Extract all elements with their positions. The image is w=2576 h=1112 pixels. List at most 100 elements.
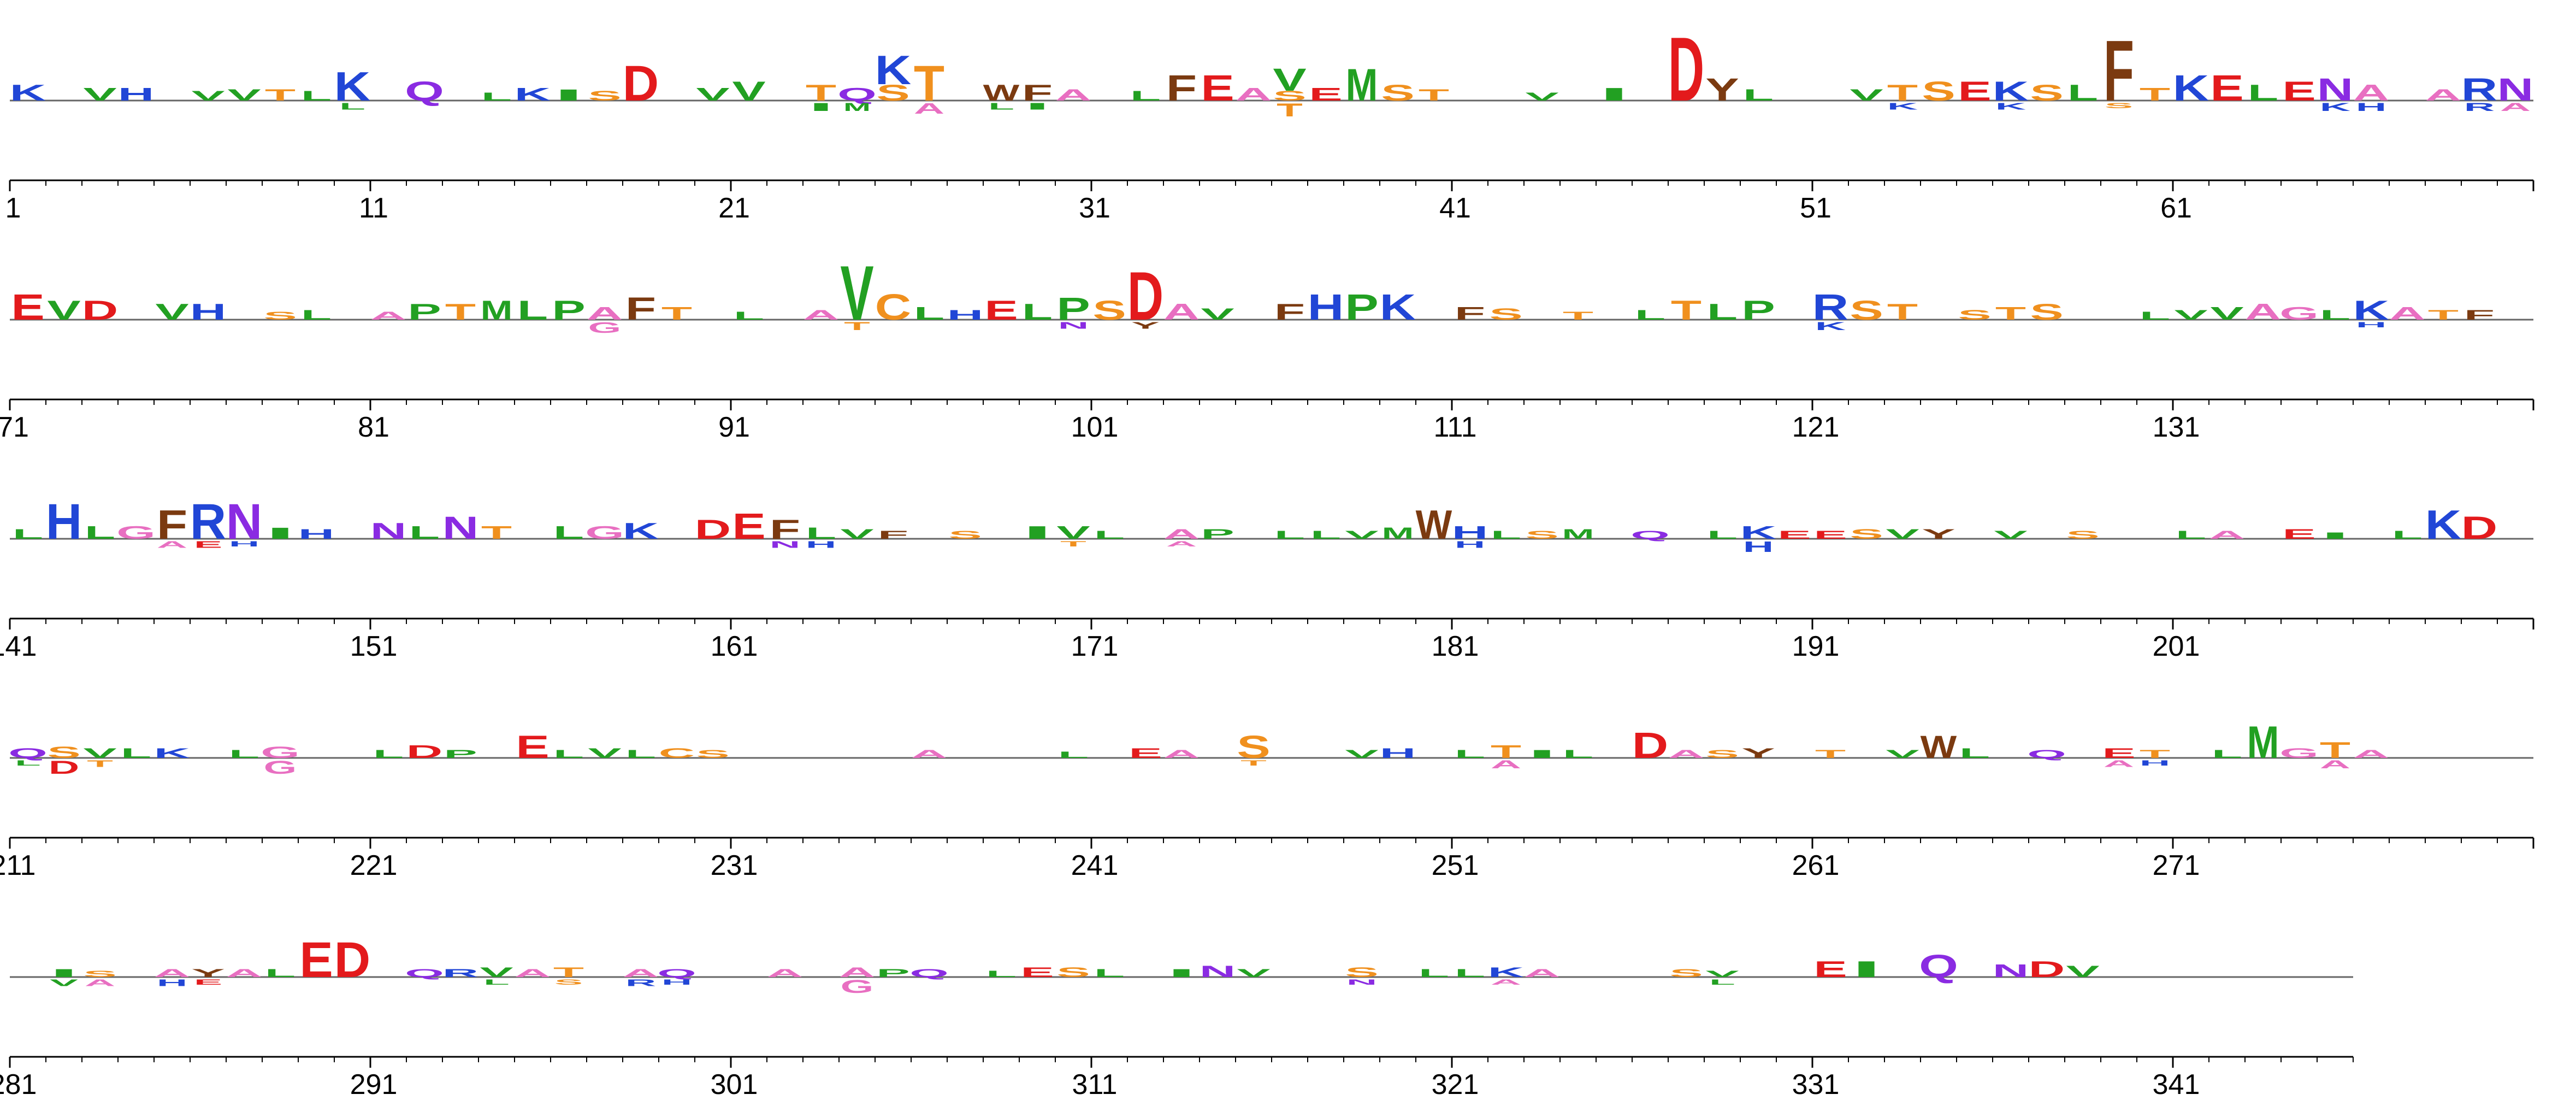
- residue-P: P: [444, 748, 477, 761]
- residue-letter: V: [50, 978, 78, 988]
- residue-A: A: [515, 967, 551, 980]
- residue-V: V: [83, 84, 116, 105]
- residue-letter: P: [876, 967, 909, 980]
- residue-V: V: [2066, 963, 2100, 980]
- residue-letter: G: [588, 319, 622, 336]
- residue-S: S: [2030, 299, 2063, 325]
- residue-D: D: [623, 56, 659, 111]
- residue-M: M: [1346, 60, 1378, 111]
- residue-letter: N: [370, 519, 406, 544]
- residue-I: I: [808, 101, 834, 113]
- residue-N: N: [2317, 72, 2353, 108]
- residue-letter: S: [696, 748, 729, 761]
- residue-I: I: [49, 967, 79, 979]
- residue-A: A: [839, 965, 875, 980]
- residue-I: I: [1527, 748, 1557, 760]
- residue-R: R: [2464, 101, 2495, 113]
- residue-H: H: [118, 84, 154, 105]
- residue-letter: E: [1777, 529, 1811, 542]
- tick-label: 271: [2153, 850, 2200, 881]
- residue-D: D: [1668, 18, 1704, 120]
- residue-letter: D: [1668, 18, 1704, 120]
- residue-I: I: [265, 525, 296, 543]
- residue-K: K: [1380, 287, 1416, 328]
- residue-A: A: [157, 539, 187, 550]
- residue-S: S: [2105, 101, 2133, 110]
- residue-D: D: [49, 756, 79, 778]
- residue-A: A: [226, 967, 262, 980]
- residue-R: R: [1812, 287, 1848, 328]
- tick-label: 131: [2153, 411, 2200, 443]
- residue-V: V: [1056, 522, 1090, 543]
- residue-K: K: [1815, 320, 1846, 332]
- residue-K: K: [1993, 76, 2029, 107]
- residue-S: S: [263, 310, 297, 322]
- residue-letter: L: [2067, 80, 2098, 106]
- residue-letter: I: [808, 101, 834, 113]
- residue-letter: K: [2425, 502, 2461, 548]
- residue-letter: V: [480, 965, 513, 980]
- residue-H: H: [1743, 538, 1774, 555]
- residue-L: L: [229, 748, 259, 761]
- residue-letter: Q: [2027, 748, 2066, 761]
- residue-H: H: [1452, 522, 1488, 543]
- residue-T: T: [1995, 303, 2026, 324]
- residue-H: H: [661, 978, 692, 986]
- residue-W: W: [983, 80, 1020, 105]
- residue-letter: K: [1740, 522, 1776, 543]
- residue-letter: H: [1380, 746, 1416, 761]
- residue-Q: Q: [1630, 529, 1670, 542]
- residue-L: L: [265, 967, 296, 980]
- residue-letter: Q: [405, 967, 444, 980]
- residue-letter: V: [155, 299, 189, 325]
- logo-row-4: 211221231241251261271QLSDVTLKLGGLDPELVLC…: [0, 717, 2534, 881]
- residue-letter: F: [157, 502, 187, 548]
- residue-T: T: [914, 56, 944, 111]
- tick-label: 301: [711, 1069, 758, 1101]
- residue-letter: L: [301, 308, 332, 323]
- residue-I: I: [1024, 101, 1050, 111]
- residue-H: H: [2356, 320, 2386, 329]
- residue-letter: H: [947, 308, 983, 323]
- residue-letter: L: [339, 101, 365, 111]
- residue-letter: K: [1488, 965, 1525, 980]
- residue-letter: L: [481, 91, 512, 103]
- residue-letter: S: [2030, 299, 2063, 325]
- residue-letter: L: [1491, 529, 1521, 542]
- residue-P: P: [407, 299, 441, 325]
- residue-Q: Q: [657, 967, 696, 980]
- residue-letter: S: [1056, 965, 1090, 980]
- residue-letter: N: [2497, 72, 2533, 108]
- residue-V: V: [1886, 527, 1919, 542]
- residue-letter: L: [265, 967, 296, 980]
- residue-letter: L: [1455, 748, 1485, 761]
- residue-letter: M: [1382, 525, 1414, 542]
- residue-letter: G: [585, 522, 624, 543]
- residue-L: L: [1563, 748, 1593, 761]
- residue-G: G: [585, 522, 624, 543]
- residue-letter: L: [2248, 80, 2278, 106]
- residue-letter: H: [1743, 538, 1774, 555]
- residue-S: S: [696, 748, 729, 761]
- residue-V: V: [155, 299, 189, 325]
- residue-A: A: [2353, 80, 2389, 106]
- residue-letter: L: [986, 969, 1017, 979]
- residue-M: M: [843, 101, 871, 113]
- residue-letter: S: [1345, 965, 1378, 980]
- residue-H: H: [1380, 746, 1416, 761]
- residue-I: I: [1166, 967, 1197, 979]
- tick-label: 51: [1800, 192, 1831, 224]
- residue-N: N: [1993, 961, 2029, 981]
- residue-H: H: [157, 978, 187, 988]
- residue-letter: D: [623, 56, 659, 111]
- residue-K: K: [1488, 965, 1525, 980]
- residue-letter: F: [2104, 23, 2134, 119]
- residue-letter: W: [1416, 502, 1452, 548]
- residue-D: D: [82, 295, 118, 326]
- residue-letter: T: [1060, 539, 1086, 548]
- residue-S: S: [1850, 527, 1883, 542]
- residue-letter: L: [2140, 310, 2170, 322]
- residue-A: A: [2425, 86, 2461, 104]
- residue-letter: V: [1886, 748, 1919, 761]
- residue-N: N: [1200, 963, 1236, 980]
